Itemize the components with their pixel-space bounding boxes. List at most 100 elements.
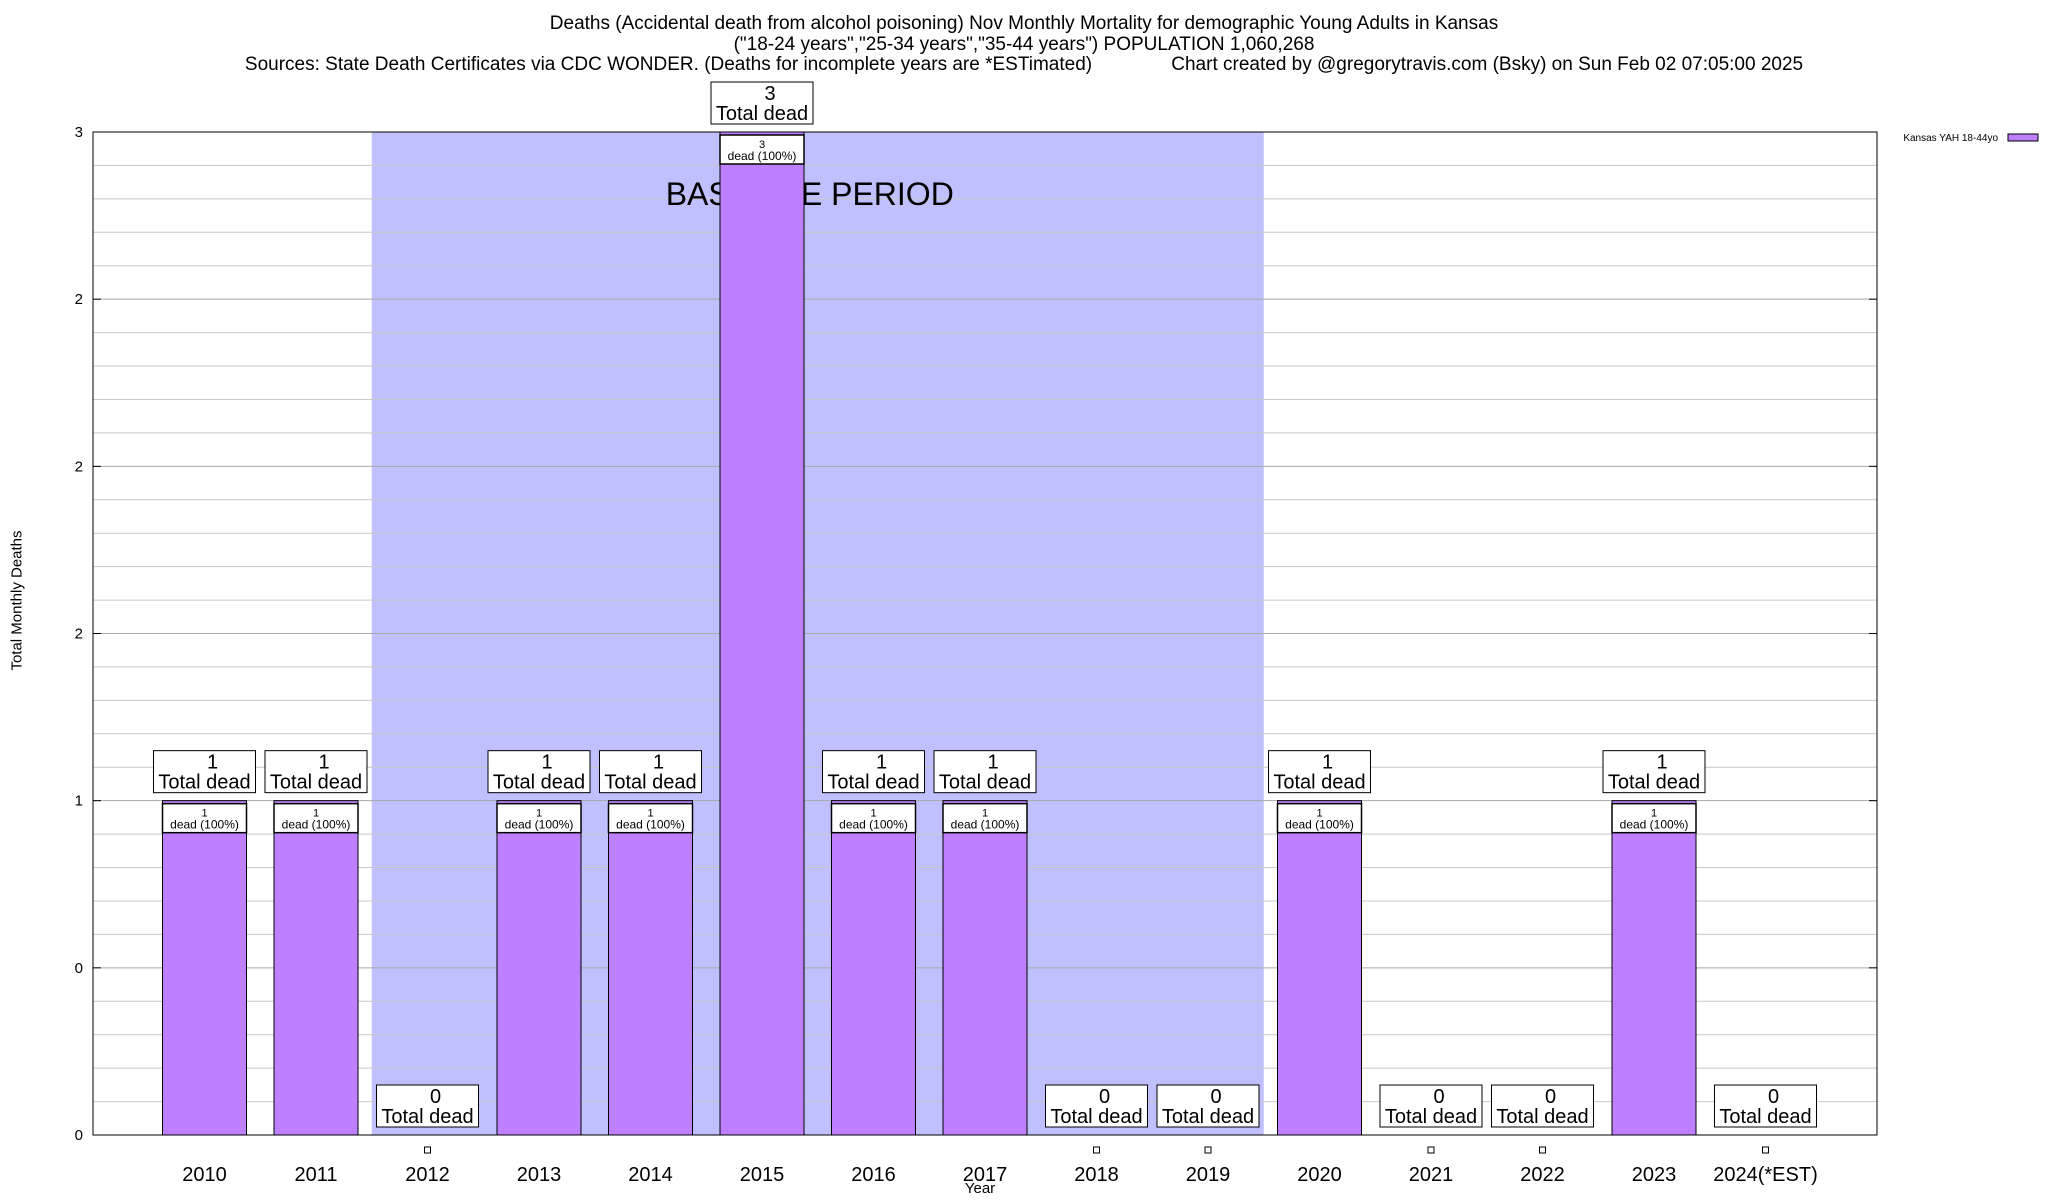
total-label-text: Total dead <box>381 1106 473 1128</box>
bar <box>1277 800 1362 1136</box>
bar-inner-label-text: dead (100%) <box>951 818 1020 832</box>
baseline-period-label: BASELINE PERIOD <box>666 176 954 212</box>
total-label-text: Total dead <box>270 772 362 794</box>
total-label-box <box>487 750 591 794</box>
total-label-text: Total dead <box>604 772 696 794</box>
total-label-count: 1 <box>987 752 998 774</box>
total-label-text: Total dead <box>158 772 250 794</box>
total-label-box <box>1491 1084 1594 1128</box>
bar-inner-label-count: 1 <box>1316 808 1322 820</box>
total-label-text: Total dead <box>1496 1106 1588 1128</box>
total-label-count: 0 <box>1545 1086 1556 1108</box>
total-label-count: 0 <box>1433 1086 1444 1108</box>
zero-value-marker <box>1093 1146 1100 1154</box>
total-label-box <box>376 1084 479 1128</box>
bar-inner-label-count: 3 <box>759 139 765 151</box>
bar-inner-label-box <box>161 802 248 834</box>
x-tick-label: 2017 <box>963 1164 1008 1186</box>
x-tick-label: 2019 <box>1186 1164 1231 1186</box>
bar-inner-label-count: 1 <box>536 808 542 820</box>
total-label-box <box>1602 750 1706 794</box>
y-tick-label: 3 <box>75 124 83 141</box>
y-tick-label: 0 <box>75 960 83 977</box>
total-label-count: 1 <box>207 752 218 774</box>
zero-value-marker <box>424 1146 431 1154</box>
bar-inner-label-count: 1 <box>1651 808 1657 820</box>
total-label-text: Total dead <box>827 772 919 794</box>
x-tick-label: 2024(*EST) <box>1713 1164 1818 1186</box>
zero-value-marker <box>1427 1146 1435 1154</box>
y-tick-label: 2 <box>75 291 83 308</box>
total-label-text: Total dead <box>939 772 1031 794</box>
bar-inner-label-box <box>830 802 917 834</box>
total-label-count: 0 <box>430 1086 441 1108</box>
total-label-count: 1 <box>653 752 664 774</box>
total-label-text: Total dead <box>493 772 585 794</box>
total-label-box <box>1714 1084 1817 1128</box>
bar <box>831 800 916 1136</box>
total-label-text: Total dead <box>1385 1106 1477 1128</box>
x-axis-label: Year <box>964 1180 996 1197</box>
bar-inner-label-text: dead (100%) <box>505 818 574 832</box>
total-label-text: Total dead <box>1719 1106 1811 1128</box>
bar-inner-label-text: dead (100%) <box>282 818 351 832</box>
bar <box>608 800 693 1136</box>
total-label-count: 1 <box>876 752 887 774</box>
bar-inner-label-count: 1 <box>870 808 876 820</box>
bar-inner-label-count: 1 <box>982 808 988 820</box>
bar-inner-label-box <box>719 134 805 165</box>
total-label-text: Total dead <box>1273 772 1365 794</box>
bar-inner-label-count: 1 <box>201 808 207 820</box>
x-tick-label: 2013 <box>517 1164 562 1186</box>
bar-inner-label-box <box>496 802 582 834</box>
bar <box>942 800 1028 1136</box>
zero-value-marker <box>1204 1146 1212 1154</box>
x-tick-label: 2021 <box>1409 1164 1454 1186</box>
bar <box>719 131 805 1136</box>
total-label-text: Total dead <box>716 103 808 125</box>
x-tick-label: 2020 <box>1297 1164 1342 1186</box>
total-label-count: 0 <box>1768 1086 1779 1108</box>
x-tick-label: 2018 <box>1074 1164 1119 1186</box>
zero-value-marker <box>1762 1146 1769 1154</box>
total-label-box <box>599 750 702 794</box>
y-tick-label: 0 <box>75 1127 83 1144</box>
total-label-count: 0 <box>1099 1086 1110 1108</box>
bar <box>1611 800 1697 1136</box>
total-label-box <box>933 750 1037 794</box>
x-tick-label: 2016 <box>851 1164 896 1186</box>
zero-value-marker <box>1539 1146 1546 1154</box>
bar <box>496 800 582 1136</box>
total-label-box <box>1379 1084 1483 1128</box>
title-line-1: Deaths (Accidental death from alcohol po… <box>549 13 1499 34</box>
total-label-box <box>1268 750 1371 794</box>
total-label-text: Total dead <box>1050 1106 1142 1128</box>
legend-label: Kansas YAH 18-44yo <box>1903 133 1998 144</box>
total-label-count: 0 <box>1210 1086 1221 1108</box>
bar-inner-label-text: dead (100%) <box>1285 818 1354 832</box>
y-tick-label: 1 <box>75 793 83 810</box>
y-axis-label: Total Monthly Deaths <box>8 530 26 671</box>
bar <box>273 800 359 1136</box>
total-label-count: 1 <box>1656 752 1667 774</box>
total-label-box <box>264 750 368 794</box>
bar-inner-label-count: 1 <box>647 808 653 820</box>
x-tick-label: 2010 <box>182 1164 227 1186</box>
x-tick-label: 2015 <box>740 1164 785 1186</box>
total-label-box <box>822 750 925 794</box>
total-label-text: Total dead <box>1162 1106 1254 1128</box>
total-label-box <box>153 750 256 794</box>
total-label-count: 3 <box>764 83 775 105</box>
legend-swatch <box>2007 133 2039 142</box>
x-tick-label: 2022 <box>1520 1164 1565 1186</box>
total-label-count: 1 <box>318 752 329 774</box>
total-label-box <box>1156 1084 1260 1128</box>
x-tick-label: 2023 <box>1632 1164 1677 1186</box>
total-label-box <box>710 81 814 125</box>
bar-inner-label-box <box>942 802 1028 834</box>
bar-inner-label-box <box>1276 802 1363 834</box>
bar-inner-label-count: 1 <box>313 808 319 820</box>
title-line-2: ("18-24 years","25-34 years","35-44 year… <box>733 34 1315 55</box>
total-label-count: 1 <box>1322 752 1333 774</box>
